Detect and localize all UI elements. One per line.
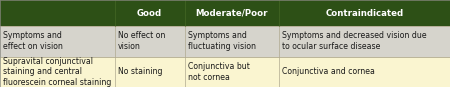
Text: Contraindicated: Contraindicated bbox=[325, 9, 404, 18]
Bar bbox=[0, 57, 115, 87]
Bar bbox=[184, 26, 279, 57]
Text: No effect on
vision: No effect on vision bbox=[118, 31, 165, 51]
Bar bbox=[279, 57, 450, 87]
Bar bbox=[184, 57, 279, 87]
Bar bbox=[279, 0, 450, 26]
Text: Conjunctiva and cornea: Conjunctiva and cornea bbox=[282, 67, 375, 76]
Text: Symptoms and
fluctuating vision: Symptoms and fluctuating vision bbox=[188, 31, 256, 51]
Bar bbox=[115, 57, 184, 87]
Text: Symptoms and
effect on vision: Symptoms and effect on vision bbox=[3, 31, 63, 51]
Bar bbox=[279, 26, 450, 57]
Bar bbox=[184, 0, 279, 26]
Bar bbox=[0, 26, 115, 57]
Text: Good: Good bbox=[137, 9, 162, 18]
Bar bbox=[0, 0, 115, 26]
Text: Supravital conjunctival
staining and central
fluorescein corneal staining: Supravital conjunctival staining and cen… bbox=[3, 57, 112, 87]
Text: Conjunctiva but
not cornea: Conjunctiva but not cornea bbox=[188, 62, 249, 82]
Bar bbox=[115, 0, 184, 26]
Bar bbox=[115, 26, 184, 57]
Text: Moderate/Poor: Moderate/Poor bbox=[195, 9, 268, 18]
Text: Symptoms and decreased vision due
to ocular surface disease: Symptoms and decreased vision due to ocu… bbox=[282, 31, 427, 51]
Text: No staining: No staining bbox=[118, 67, 162, 76]
